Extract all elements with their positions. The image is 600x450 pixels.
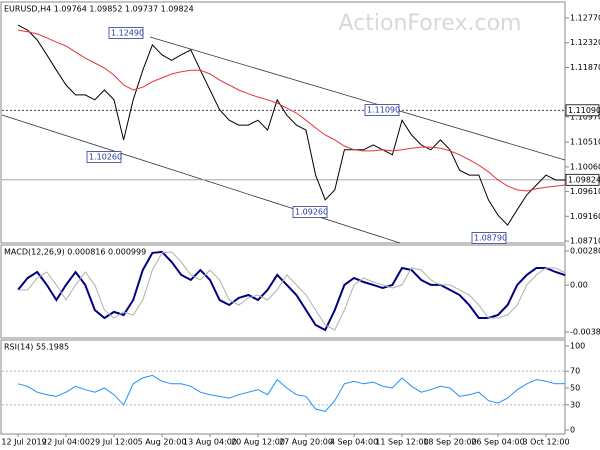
series-line — [17, 24, 566, 226]
y-tick-label: 30 — [570, 400, 580, 409]
annotation-box — [471, 232, 507, 244]
y-tick-label: 1.12770 — [570, 13, 600, 22]
level-label: 1.11090 — [568, 106, 600, 115]
y-tick-label: 1.09610 — [570, 187, 600, 196]
x-tick-label: 11 Sep 12:00 — [375, 438, 428, 447]
y-tick-label: -0.003848 — [570, 328, 600, 337]
level-label: 1.09824 — [568, 175, 600, 184]
y-tick-label: 1.10060 — [570, 162, 600, 171]
series-line — [18, 251, 566, 331]
level-box — [565, 104, 600, 117]
series-line — [17, 250, 566, 332]
annotation-box — [364, 104, 400, 116]
annotation-label: 1.10260 — [89, 153, 122, 162]
series-line — [17, 374, 566, 413]
annotation-label: 1.11090 — [367, 106, 400, 115]
x-tick-label: 18 Sep 20:00 — [423, 438, 476, 447]
y-tick-label: 1.11870 — [570, 63, 600, 72]
channel-upper — [149, 36, 566, 161]
y-tick-label: 1.08710 — [570, 237, 600, 246]
annotation-box — [86, 151, 122, 163]
x-tick-label: 3 Oct 12:00 — [522, 438, 569, 447]
y-tick-label: 1.10970 — [570, 112, 600, 121]
x-tick-label: 20 Aug 12:00 — [231, 438, 285, 447]
level-box — [565, 173, 600, 186]
y-tick-label: 0.00 — [570, 281, 588, 290]
y-tick-label: 100 — [570, 342, 585, 351]
macd-panel — [0, 244, 566, 339]
x-tick-label: 27 Aug 20:00 — [279, 438, 333, 447]
price-panel — [0, 1, 566, 244]
annotation-label: 1.09260 — [295, 208, 328, 217]
x-tick-label: 13 Aug 04:00 — [183, 438, 237, 447]
x-tick-label: 5 Aug 20:00 — [138, 438, 187, 447]
annotation-box — [108, 27, 144, 39]
series-line — [17, 29, 566, 192]
annotation-box — [292, 206, 328, 218]
y-tick-label: 1.09160 — [570, 212, 600, 221]
watermark: ActionForex.com — [339, 11, 522, 36]
y-tick-label: 0.002808 — [570, 246, 600, 255]
x-tick-label: 26 Sep 04:00 — [471, 438, 524, 447]
macd-title: MACD(12,26,9) 0.000816 0.000999 — [4, 248, 146, 257]
annotation-label: 1.08790 — [474, 234, 507, 243]
rsi-panel — [0, 339, 566, 435]
rsi-title: RSI(14) 55.1985 — [4, 343, 69, 352]
y-tick-label: 0 — [570, 426, 575, 435]
y-tick-label: 70 — [570, 367, 580, 376]
x-tick-label: 4 Sep 04:00 — [330, 438, 378, 447]
annotation-label: 1.12490 — [111, 29, 144, 38]
y-tick-label: 1.12320 — [570, 38, 600, 47]
x-tick-label: 12 Jul 2019 — [1, 438, 46, 447]
price-title: EURUSD,H4 1.09764 1.09852 1.09737 1.0982… — [4, 5, 194, 14]
x-tick-label: 29 Jul 12:00 — [90, 438, 138, 447]
y-tick-label: 50 — [570, 384, 580, 393]
channel-lower — [1, 114, 401, 244]
x-tick-label: 22 Jul 04:00 — [42, 438, 90, 447]
y-tick-label: 1.10510 — [570, 138, 600, 147]
